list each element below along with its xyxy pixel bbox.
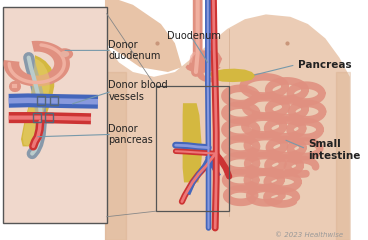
Circle shape	[60, 51, 69, 57]
Text: Donor
pancreas: Donor pancreas	[109, 124, 153, 145]
Polygon shape	[105, 0, 350, 240]
Text: Pancreas: Pancreas	[298, 60, 352, 70]
Bar	[156, 86, 229, 211]
Polygon shape	[197, 64, 221, 82]
Text: Small
intestine: Small intestine	[308, 139, 360, 161]
Polygon shape	[23, 58, 50, 146]
Circle shape	[56, 48, 73, 60]
Polygon shape	[183, 103, 202, 182]
Text: © 2023 Healthwise: © 2023 Healthwise	[275, 232, 343, 238]
Text: Donor blood
vessels: Donor blood vessels	[109, 80, 168, 102]
Text: Donor
duodenum: Donor duodenum	[109, 40, 161, 61]
Bar	[37, 96, 46, 105]
Bar	[45, 113, 53, 122]
Bar	[4, 7, 107, 223]
Bar	[32, 113, 41, 122]
Polygon shape	[185, 50, 222, 73]
Polygon shape	[4, 41, 70, 86]
Bar	[50, 96, 59, 105]
Text: Duodenum: Duodenum	[167, 31, 221, 41]
Polygon shape	[105, 0, 182, 72]
Polygon shape	[21, 55, 54, 146]
Polygon shape	[208, 69, 255, 82]
